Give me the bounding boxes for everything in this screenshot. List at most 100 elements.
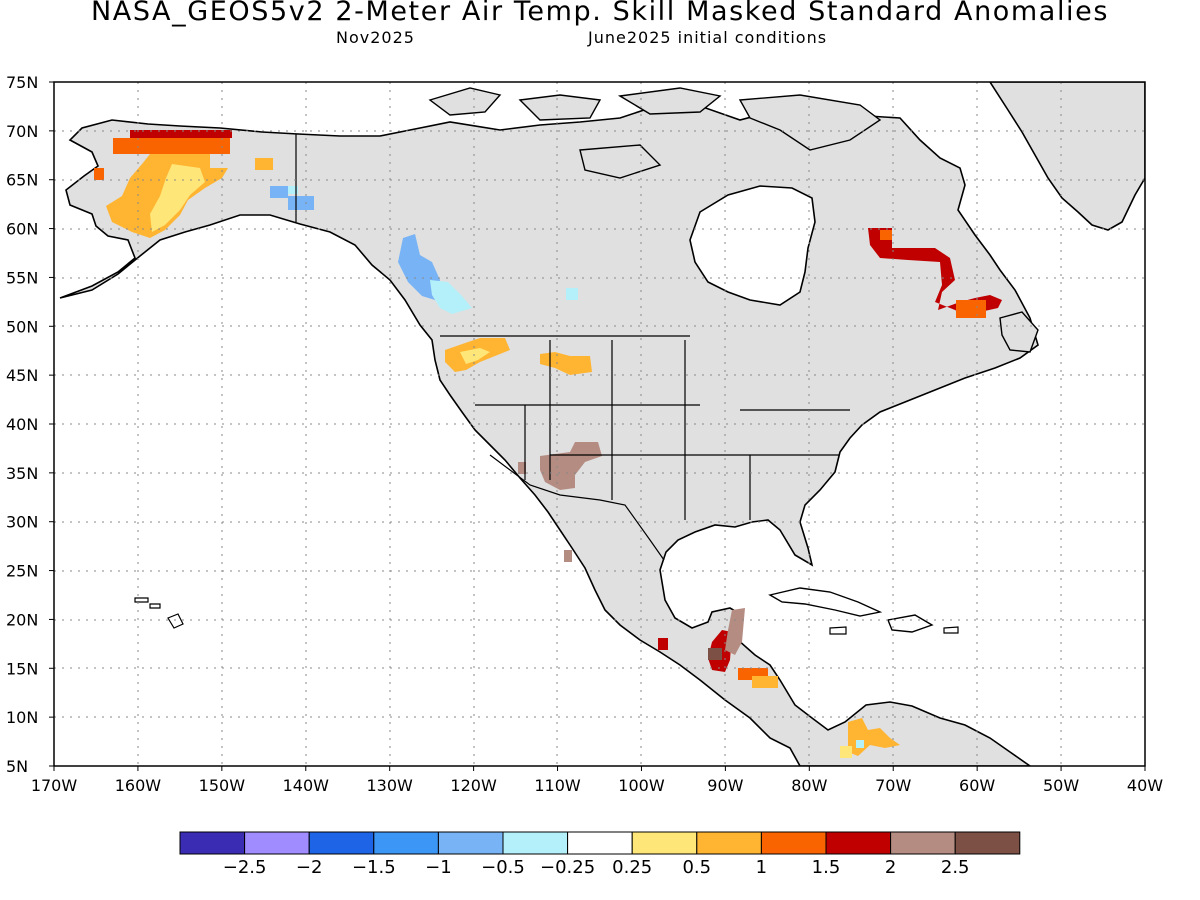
anomaly-bc-cyan [430,280,472,314]
forecast-month: Nov2025 [336,28,415,47]
colorbar-label: 1.5 [812,857,841,878]
anomaly-bc-cyan2 [566,288,578,300]
colorbar-swatch [244,831,310,855]
latitude-axis: 5N 10N 15N 20N 25N 30N 35N 40N 45N 50N 55N 60N 65N 70… [6,73,38,776]
colorbar-label: −1.5 [352,857,396,878]
lon-tick-label: 90W [707,776,743,795]
lon-tick-label: 120W [450,776,497,795]
anomaly-colombia-cyan [856,740,864,748]
lat-tick-label: 35N [6,464,38,483]
anomaly-labrador-orange [880,230,892,240]
lon-tick-label: 170W [31,776,78,795]
anomaly-alaska-north [130,130,232,138]
greenland [989,82,1145,231]
lat-tick-label: 30N [6,513,38,532]
lat-tick-label: 75N [6,73,38,92]
colorbar-label: 1 [756,857,767,878]
colorbar-labels: −2.5 −2 −1.5 −1 −0.5 −0.25 0.25 0.5 1 1.5 2 2.5 [223,857,970,878]
lat-tick-label: 15N [6,659,38,678]
colorbar-swatch [760,831,827,855]
lat-tick-label: 5N [6,757,28,776]
lat-tick-label: 25N [6,562,38,581]
axis-ticks [49,81,1146,771]
lat-tick-label: 40N [6,415,38,434]
lat-tick-label: 45N [6,366,38,385]
anomaly-colombia-light [840,746,852,758]
lon-tick-label: 60W [959,776,995,795]
anomaly-mexico-west [564,550,572,562]
colorbar-label: 0.5 [682,857,711,878]
colorbar-label: 0.25 [612,857,652,878]
map-title: NASA_GEOS5v2 2-Meter Air Temp. Skill Mas… [90,0,1110,27]
hawaii-islet [149,603,161,609]
gridlines [54,82,1145,766]
lon-tick-label: 160W [115,776,162,795]
colorbar-label: 2 [885,857,896,878]
colorbar-label: −2 [296,857,323,878]
lon-tick-label: 50W [1043,776,1079,795]
colorbar-swatch [179,831,246,855]
anomaly-nicaragua [752,676,778,688]
colorbar-swatch [890,831,956,855]
colorbar [179,831,1021,855]
colorbar-label: −2.5 [223,857,267,878]
colorbar-swatch [825,831,892,855]
cuba [768,587,883,617]
political-borders [295,134,850,561]
lat-tick-label: 55N [6,268,38,287]
lon-tick-label: 100W [618,776,665,795]
anomaly-bc-blue [398,234,440,300]
anomaly-quebec-orange [956,300,986,318]
anomaly-four-corners [540,442,602,490]
initial-conditions: June2025 initial conditions [588,28,828,47]
lon-tick-label: 130W [367,776,414,795]
colorbar-swatch [696,831,762,855]
lat-tick-label: 50N [6,317,38,336]
hawaii-islet [134,597,149,603]
longitude-axis: 170W 160W 150W 140W 130W 120W 110W 100W 90W 80W 70… [31,776,1163,795]
hudson-bay [689,185,816,306]
anomaly-labrador [868,228,1002,318]
lon-tick-label: 80W [791,776,827,795]
arctic-island [428,87,502,116]
colorbar-label: −1 [425,857,452,878]
colorbar-label: −0.25 [540,857,595,878]
lon-tick-label: 70W [875,776,911,795]
anomaly-yukon-blue [270,186,288,198]
colorbar-swatch [954,831,1021,855]
lat-tick-label: 65N [6,171,38,190]
hawaii [167,613,184,629]
colorbar-label: 2.5 [941,857,970,878]
arctic-island [579,144,662,179]
anomaly-arizona [518,462,526,474]
anomaly-yukon-blue2 [288,196,314,210]
anomaly-montana [540,352,592,375]
anomaly-layer [94,130,1002,758]
anomaly-yukon-cyan [288,186,298,194]
colorbar-swatch [308,831,375,855]
lat-tick-label: 60N [6,220,38,239]
colorbar-label: −0.5 [481,857,525,878]
us-mexico-border [489,454,665,561]
anomaly-belize [725,608,745,655]
anomaly-alaska-coast [113,138,230,154]
lat-tick-label: 10N [6,708,38,727]
lon-tick-label: 140W [283,776,330,795]
newfoundland [999,311,1039,353]
anomaly-mexico-south [658,638,668,650]
puerto-rico [943,626,959,634]
colorbar-swatch [567,831,633,855]
lat-tick-label: 70N [6,122,38,141]
lat-tick-label: 20N [6,610,38,629]
colorbar-swatch [502,831,569,855]
jamaica [829,626,847,635]
lon-tick-label: 110W [534,776,581,795]
lon-tick-label: 150W [199,776,246,795]
anomaly-alaska-light [150,164,205,232]
anomaly-guatemala [708,648,722,660]
colorbar-swatch [437,831,504,855]
colorbar-swatch [373,831,439,855]
anomaly-alaska-west [94,168,104,180]
anomaly-pnw-light [460,348,490,364]
